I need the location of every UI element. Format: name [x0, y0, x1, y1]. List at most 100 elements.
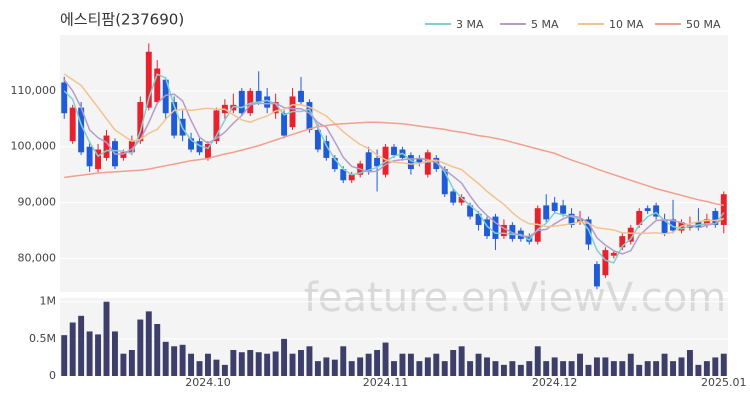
volume-bar — [424, 357, 431, 376]
candle-body — [298, 90, 304, 103]
volume-bar — [213, 359, 220, 376]
candle-body — [670, 219, 676, 231]
candle-body — [145, 51, 152, 108]
candle-body — [264, 96, 271, 108]
volume-bar — [686, 350, 693, 376]
volume-bar — [543, 361, 550, 376]
volume-bar — [500, 364, 507, 376]
volume-bar — [179, 344, 186, 376]
volume-bar — [221, 364, 228, 376]
volume-bar — [112, 331, 118, 376]
volume-bar — [323, 357, 330, 376]
candle-body — [162, 79, 169, 114]
y-tick-label: 90,000 — [18, 196, 57, 209]
candle-body — [95, 149, 102, 170]
candle-body — [205, 143, 211, 158]
volume-bar — [230, 350, 237, 376]
volume-bar — [171, 346, 178, 376]
ma-line — [64, 121, 724, 207]
candle-body — [593, 264, 600, 287]
x-tick-label: 2025.01 — [701, 376, 747, 389]
volume-bar — [391, 361, 397, 376]
candle-body — [391, 146, 397, 156]
candle-body — [137, 102, 144, 142]
candle-body — [577, 219, 583, 223]
candle-body — [653, 205, 660, 217]
candle-body — [560, 205, 567, 214]
volume-bar — [720, 353, 727, 376]
candle-body — [500, 224, 507, 237]
ma-line — [63, 79, 725, 255]
candle-body — [433, 157, 440, 170]
candle-body — [120, 152, 127, 158]
volume-bar — [205, 353, 211, 376]
candle-body — [348, 174, 355, 181]
candle-body — [323, 141, 330, 158]
volume-bar — [433, 353, 440, 376]
volume-bar — [467, 361, 474, 376]
candle-body — [467, 205, 474, 217]
volume-bar — [644, 361, 651, 376]
candle-body — [407, 155, 414, 170]
volume-bar — [661, 353, 668, 376]
candle-body — [61, 82, 68, 114]
candle-body — [86, 146, 93, 167]
x-tick-label: 2024.10 — [185, 376, 231, 389]
candle-body — [458, 197, 465, 203]
volume-bar — [95, 334, 102, 376]
candle-body — [331, 157, 338, 170]
candle-body — [247, 90, 254, 114]
candle-body — [314, 129, 321, 150]
volume-bar — [568, 361, 575, 376]
volume-bar — [551, 357, 558, 376]
x-tick-label: 2024.12 — [532, 376, 578, 389]
volume-bar — [188, 353, 195, 376]
volume-bar — [61, 335, 68, 376]
volume-bar — [627, 353, 634, 376]
volume-bar — [298, 350, 304, 376]
candle-body — [610, 252, 617, 256]
candle-body — [509, 224, 516, 239]
volume-tick-label: 0 — [49, 369, 56, 382]
volume-bar — [289, 353, 296, 376]
candle-body — [703, 219, 710, 225]
candle-body — [255, 90, 262, 103]
candle-body — [374, 157, 381, 167]
candle-body — [712, 210, 719, 225]
candle-body — [272, 102, 279, 114]
candle-body — [340, 169, 347, 181]
candle-body — [720, 194, 727, 225]
volume-bar — [247, 350, 254, 376]
volume-bar — [703, 361, 710, 376]
volume-bar — [69, 322, 76, 376]
volume-bar — [272, 351, 279, 376]
volume-bar — [120, 353, 127, 376]
volume-bar — [509, 361, 516, 376]
volume-bar — [145, 311, 152, 376]
candle-body — [238, 90, 245, 114]
volume-bar — [365, 353, 372, 376]
candle-body — [382, 146, 389, 175]
candle-body — [661, 219, 668, 234]
volume-bar — [399, 353, 406, 376]
legend-label: 50 MA — [686, 18, 721, 31]
ma-line — [63, 73, 725, 264]
volume-bar — [348, 361, 355, 376]
volume-bar — [78, 315, 85, 376]
legend-label: 5 MA — [531, 18, 559, 31]
legend-label: 3 MA — [456, 18, 484, 31]
candle-body — [636, 210, 643, 225]
candle-body — [450, 191, 457, 203]
candle-body — [543, 205, 550, 220]
volume-tick-label: 1M — [40, 295, 57, 308]
legend-label: 10 MA — [609, 18, 644, 31]
y-tick-label: 100,000 — [11, 140, 57, 153]
candle-body — [619, 236, 626, 248]
candle-body — [196, 141, 203, 153]
candle-body — [644, 208, 651, 211]
candle-body — [188, 138, 195, 150]
candle-body — [551, 202, 558, 211]
candle-body — [69, 107, 76, 142]
volume-bar — [636, 364, 643, 376]
